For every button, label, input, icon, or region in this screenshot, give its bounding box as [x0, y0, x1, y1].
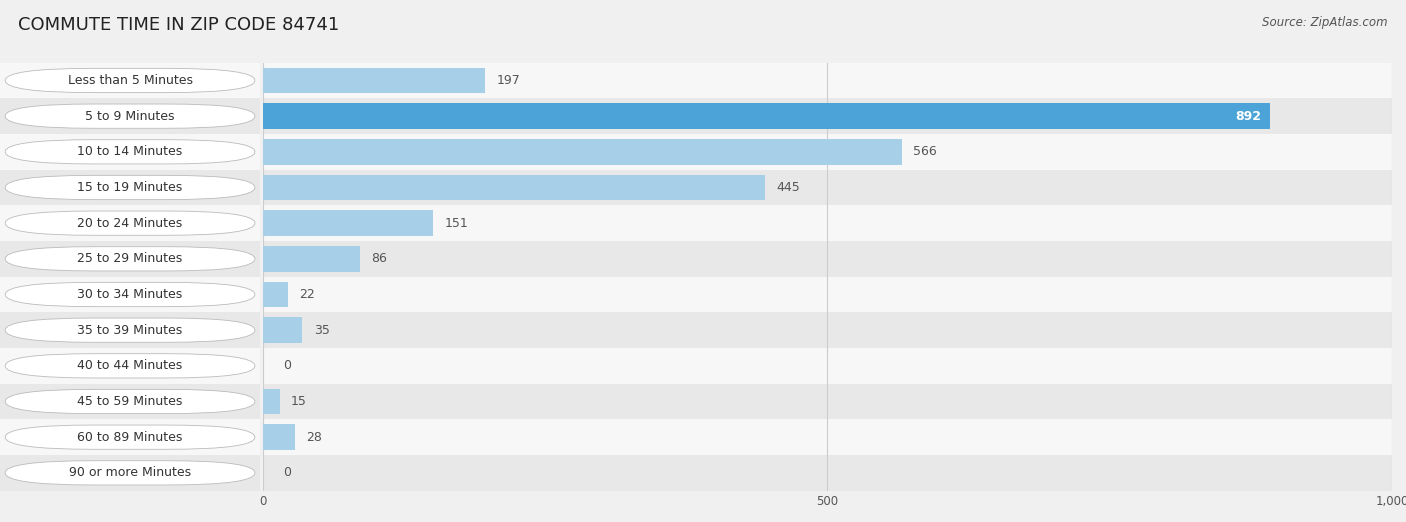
Bar: [0, 205, 260, 241]
Bar: [263, 317, 302, 343]
Bar: [0, 241, 260, 277]
FancyBboxPatch shape: [6, 318, 254, 342]
Bar: [263, 348, 1392, 384]
Text: 20 to 24 Minutes: 20 to 24 Minutes: [77, 217, 183, 230]
Bar: [263, 175, 765, 200]
Text: 45 to 59 Minutes: 45 to 59 Minutes: [77, 395, 183, 408]
FancyBboxPatch shape: [6, 425, 254, 449]
Bar: [263, 241, 1392, 277]
Text: 151: 151: [444, 217, 468, 230]
Bar: [263, 419, 1392, 455]
FancyBboxPatch shape: [6, 211, 254, 235]
Bar: [263, 312, 1392, 348]
Bar: [263, 103, 1270, 129]
Text: 892: 892: [1234, 110, 1261, 123]
Bar: [263, 277, 1392, 312]
Bar: [0, 277, 260, 312]
Text: Less than 5 Minutes: Less than 5 Minutes: [67, 74, 193, 87]
Text: Source: ZipAtlas.com: Source: ZipAtlas.com: [1263, 16, 1388, 29]
FancyBboxPatch shape: [6, 175, 254, 199]
Text: 5 to 9 Minutes: 5 to 9 Minutes: [86, 110, 174, 123]
Text: 35 to 39 Minutes: 35 to 39 Minutes: [77, 324, 183, 337]
FancyBboxPatch shape: [6, 461, 254, 485]
Bar: [263, 424, 294, 450]
Bar: [263, 282, 288, 307]
FancyBboxPatch shape: [6, 68, 254, 92]
Bar: [263, 384, 1392, 419]
Text: 60 to 89 Minutes: 60 to 89 Minutes: [77, 431, 183, 444]
Text: 15: 15: [291, 395, 307, 408]
Bar: [263, 205, 1392, 241]
Bar: [0, 134, 260, 170]
Text: 25 to 29 Minutes: 25 to 29 Minutes: [77, 252, 183, 265]
Text: 28: 28: [307, 431, 322, 444]
Bar: [0, 419, 260, 455]
FancyBboxPatch shape: [6, 389, 254, 413]
Text: 445: 445: [776, 181, 800, 194]
Text: 15 to 19 Minutes: 15 to 19 Minutes: [77, 181, 183, 194]
Text: COMMUTE TIME IN ZIP CODE 84741: COMMUTE TIME IN ZIP CODE 84741: [18, 16, 339, 33]
FancyBboxPatch shape: [6, 140, 254, 164]
FancyBboxPatch shape: [6, 282, 254, 306]
Bar: [263, 210, 433, 236]
Bar: [263, 63, 1392, 98]
Bar: [263, 139, 901, 164]
Bar: [263, 134, 1392, 170]
Text: 0: 0: [283, 466, 291, 479]
Text: 40 to 44 Minutes: 40 to 44 Minutes: [77, 359, 183, 372]
Bar: [263, 170, 1392, 205]
Text: 86: 86: [371, 252, 387, 265]
Bar: [0, 98, 260, 134]
Bar: [263, 68, 485, 93]
Text: 197: 197: [496, 74, 520, 87]
Bar: [0, 384, 260, 419]
Bar: [263, 98, 1392, 134]
Bar: [263, 389, 280, 414]
Bar: [0, 170, 260, 205]
Text: 22: 22: [299, 288, 315, 301]
FancyBboxPatch shape: [6, 247, 254, 271]
Text: 0: 0: [283, 359, 291, 372]
FancyBboxPatch shape: [6, 104, 254, 128]
Bar: [0, 455, 260, 491]
Bar: [0, 348, 260, 384]
Bar: [0, 63, 260, 98]
Text: 10 to 14 Minutes: 10 to 14 Minutes: [77, 145, 183, 158]
Text: 566: 566: [914, 145, 936, 158]
Text: 35: 35: [314, 324, 329, 337]
Bar: [263, 246, 360, 271]
Bar: [263, 455, 1392, 491]
Text: 90 or more Minutes: 90 or more Minutes: [69, 466, 191, 479]
Text: 30 to 34 Minutes: 30 to 34 Minutes: [77, 288, 183, 301]
Bar: [0, 312, 260, 348]
FancyBboxPatch shape: [6, 354, 254, 378]
